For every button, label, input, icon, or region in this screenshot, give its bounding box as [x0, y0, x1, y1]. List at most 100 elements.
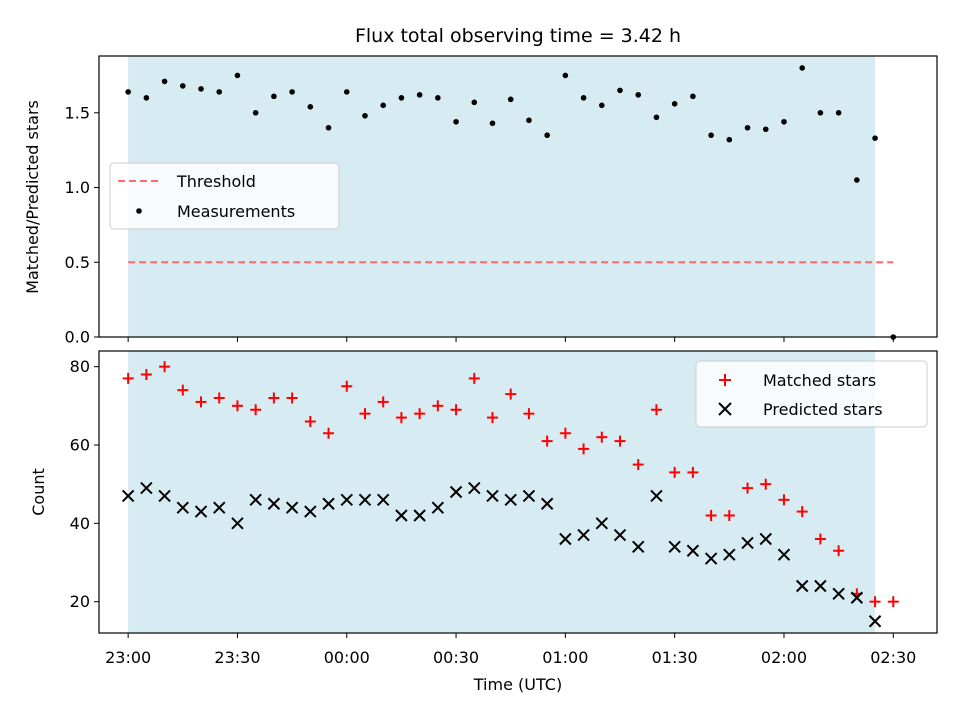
matched-star-point [632, 459, 644, 471]
x-tick-label: 01:30 [652, 648, 698, 667]
measurement-point [762, 126, 769, 133]
measurement-point [252, 109, 259, 116]
matched-star-point [450, 404, 462, 416]
measurement-point [343, 89, 350, 95]
x-axis-label: Time (UTC) [473, 675, 562, 694]
x-tick-label: 00:30 [433, 648, 479, 667]
matched-star-point [650, 404, 662, 416]
x-tick-label: 23:00 [105, 648, 151, 667]
measurement-point [526, 117, 532, 124]
measurement-point [653, 114, 660, 121]
measurement-point [835, 109, 842, 116]
matched-star-point [231, 400, 243, 412]
predicted-star-point [249, 493, 262, 507]
measurement-point [325, 124, 332, 131]
matched-star-point [833, 545, 845, 557]
measurement-point [507, 96, 514, 103]
predicted-star-point [632, 540, 645, 554]
measurement-point [416, 92, 423, 98]
measurement-points [125, 65, 897, 340]
matched-star-point [213, 392, 225, 404]
matched-star-point [614, 435, 626, 447]
predicted-star-point [358, 493, 372, 507]
bottom-legend-box [695, 360, 928, 428]
predicted-star-point [431, 501, 445, 514]
predicted-star-point [322, 497, 335, 510]
measurement-point [289, 89, 295, 95]
measurement-point [271, 93, 277, 100]
top-legend: Threshold Measurements [109, 162, 340, 230]
top-y-axis-label: Matched/Predicted stars [23, 100, 42, 294]
measurement-point [489, 120, 496, 127]
legend-matched-swatch [719, 374, 731, 386]
ratio-panel: Flux total observing time = 3.42 h 0.00.… [23, 25, 938, 347]
measurement-point [817, 109, 824, 116]
x-tick-label: 00:00 [324, 648, 370, 667]
predicted-star-point [267, 497, 281, 510]
measurement-point [635, 92, 642, 98]
x-tick-label: 23:30 [214, 648, 260, 667]
measurement-point [671, 101, 678, 107]
matched-star-point [705, 510, 717, 521]
measurement-point [198, 86, 204, 92]
predicted-star-point [285, 501, 299, 514]
predicted-star-point [832, 587, 845, 601]
top-y-tick-label: 1.5 [65, 103, 90, 122]
measurement-point [143, 95, 150, 101]
measurement-point [580, 95, 587, 101]
top-y-tick-label: 0.5 [65, 253, 90, 272]
matched-star-point [377, 396, 389, 408]
predicted-star-point [449, 485, 463, 499]
predicted-star-point [376, 493, 390, 507]
measurement-point [690, 93, 696, 100]
legend-predicted-swatch [718, 402, 732, 416]
matched-star-point [578, 443, 590, 455]
x-tick-label: 01:00 [542, 648, 588, 667]
measurement-point [125, 89, 131, 95]
measurement-point [781, 118, 787, 125]
predicted-star-point [413, 509, 426, 522]
measurement-point [362, 112, 368, 119]
predicted-star-point [213, 501, 226, 514]
matched-star-point [286, 392, 298, 404]
bottom-y-tick-label: 80 [70, 357, 90, 376]
legend-measurements-swatch [136, 208, 142, 214]
measurement-point [726, 136, 733, 143]
matched-star-point [687, 466, 699, 478]
predicted-star-point [868, 615, 882, 628]
measurement-point [234, 72, 241, 79]
measurement-point [599, 102, 605, 109]
bottom-y-ticks: 20 40 60 80 [70, 357, 99, 611]
matched-star-point [796, 506, 808, 518]
predicted-star-point [140, 481, 153, 495]
matched-star-point [541, 435, 553, 447]
matched-star-point [523, 408, 535, 420]
measurement-point [435, 95, 441, 101]
predicted-star-point [540, 497, 554, 510]
top-y-tick-label: 1.0 [65, 178, 90, 197]
predicted-star-point [486, 489, 499, 503]
matched-star-point [359, 408, 371, 420]
matched-star-point [195, 396, 207, 408]
predicted-star-point [613, 528, 627, 542]
predicted-star-point [759, 532, 772, 546]
measurement-point [216, 89, 223, 95]
measurement-point [617, 87, 623, 94]
legend-threshold-label: Threshold [176, 172, 256, 191]
matched-star-point [559, 427, 571, 439]
matched-star-point [432, 400, 444, 412]
predicted-star-point [595, 517, 609, 530]
predicted-star-point [577, 528, 590, 542]
predicted-star-point [850, 591, 864, 604]
predicted-star-point [650, 489, 663, 503]
predicted-star-point [795, 579, 809, 593]
matched-star-point [505, 388, 517, 400]
matched-star-point [414, 408, 426, 420]
bottom-axes-frame [98, 350, 938, 634]
matched-star-point [250, 404, 262, 416]
predicted-star-point [158, 489, 171, 503]
matched-star-point [723, 510, 735, 521]
predicted-star-point [777, 548, 791, 561]
top-axes-frame [98, 55, 938, 338]
bottom-x-ticks: 23:00 23:30 00:00 00:30 01:00 01:30 02:00 02:30 [105, 633, 916, 667]
